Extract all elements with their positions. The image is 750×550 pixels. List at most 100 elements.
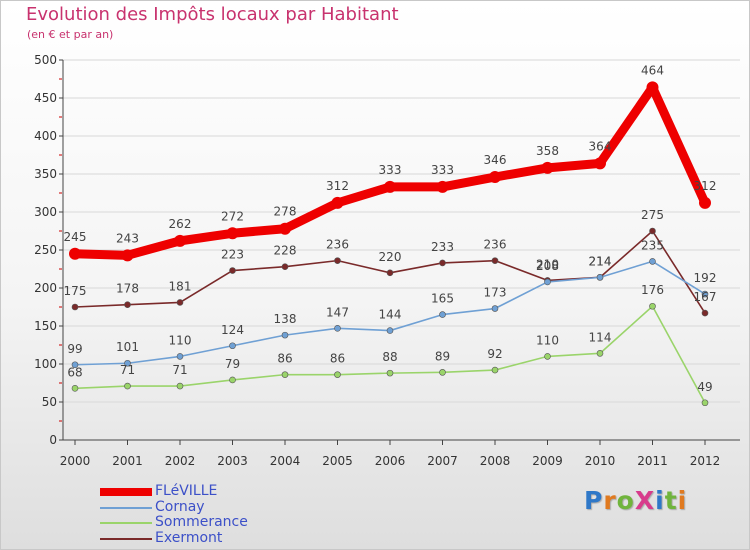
data-point bbox=[281, 263, 289, 271]
data-point bbox=[701, 290, 709, 298]
y-tick-label: 50 bbox=[42, 395, 57, 409]
data-label: 358 bbox=[536, 144, 559, 158]
logo-letter: o bbox=[616, 486, 635, 515]
data-label: 214 bbox=[589, 254, 612, 268]
data-point bbox=[279, 222, 291, 235]
data-point bbox=[176, 382, 184, 390]
data-point bbox=[596, 274, 604, 281]
data-point bbox=[489, 171, 501, 184]
data-label: 464 bbox=[641, 63, 664, 77]
data-label: 71 bbox=[120, 363, 135, 377]
data-label: 165 bbox=[431, 292, 454, 306]
data-label: 178 bbox=[116, 282, 139, 296]
data-label: 175 bbox=[64, 284, 87, 298]
data-label: 49 bbox=[697, 380, 712, 394]
data-point bbox=[701, 309, 709, 317]
legend-swatch bbox=[100, 488, 152, 496]
data-point bbox=[226, 227, 239, 240]
data-point bbox=[439, 369, 446, 376]
data-label: 89 bbox=[435, 349, 450, 363]
data-point bbox=[596, 350, 604, 357]
logo-letter: i bbox=[677, 486, 688, 515]
logo-letter: r bbox=[603, 486, 617, 515]
data-point bbox=[121, 249, 134, 262]
data-point bbox=[124, 301, 131, 309]
data-point bbox=[701, 399, 709, 407]
data-label: 220 bbox=[379, 250, 402, 264]
y-tick-label: 100 bbox=[34, 357, 57, 371]
data-label: 79 bbox=[225, 357, 240, 371]
data-label: 86 bbox=[330, 352, 345, 366]
x-tick-label: 2010 bbox=[585, 454, 616, 468]
x-tick-label: 2001 bbox=[112, 454, 143, 468]
data-label: 233 bbox=[431, 240, 454, 254]
data-point bbox=[174, 234, 186, 247]
data-point bbox=[436, 180, 449, 193]
data-point bbox=[491, 305, 499, 312]
data-label: 278 bbox=[274, 205, 297, 219]
y-tick-label: 150 bbox=[34, 319, 57, 333]
data-label: 364 bbox=[589, 139, 612, 153]
data-label: 173 bbox=[484, 286, 507, 300]
data-label: 333 bbox=[379, 163, 402, 177]
data-point bbox=[386, 269, 394, 277]
data-point bbox=[491, 257, 499, 264]
data-point bbox=[541, 161, 554, 174]
data-label: 86 bbox=[277, 352, 292, 366]
chart-title: Evolution des Impôts locaux par Habitant bbox=[26, 4, 399, 25]
data-label: 236 bbox=[326, 238, 349, 252]
data-point bbox=[649, 302, 656, 310]
data-label: 228 bbox=[274, 244, 297, 258]
data-label: 236 bbox=[484, 238, 507, 252]
chart-subtitle: (en € et par an) bbox=[27, 28, 114, 41]
logo-letter: t bbox=[664, 486, 678, 515]
data-point bbox=[281, 371, 289, 378]
data-point bbox=[646, 81, 659, 94]
data-label: 101 bbox=[116, 340, 139, 354]
data-point bbox=[71, 361, 79, 369]
data-point bbox=[176, 299, 184, 306]
logo-letter: X bbox=[634, 486, 656, 515]
data-label: 223 bbox=[221, 248, 244, 262]
data-point bbox=[439, 311, 446, 318]
y-tick-label: 0 bbox=[49, 433, 57, 447]
x-tick-label: 2006 bbox=[375, 454, 406, 468]
x-tick-label: 2011 bbox=[637, 454, 668, 468]
y-tick-label: 300 bbox=[34, 205, 57, 219]
data-label: 110 bbox=[536, 333, 559, 347]
data-point bbox=[386, 369, 394, 377]
data-label: 138 bbox=[274, 312, 297, 326]
data-point bbox=[176, 353, 184, 360]
data-label: 210 bbox=[536, 257, 559, 271]
logo-letter: P bbox=[584, 486, 604, 515]
proxiti-logo: ProXiti bbox=[584, 486, 687, 515]
x-tick-label: 2012 bbox=[690, 454, 721, 468]
data-point bbox=[544, 278, 551, 286]
data-point bbox=[334, 324, 341, 332]
x-tick-label: 2009 bbox=[532, 454, 563, 468]
data-point bbox=[334, 257, 341, 264]
data-label: 176 bbox=[641, 283, 664, 297]
data-label: 214 bbox=[589, 254, 612, 268]
data-point bbox=[699, 196, 711, 209]
data-label: 92 bbox=[487, 347, 502, 361]
data-label: 147 bbox=[326, 305, 349, 319]
y-tick-label: 450 bbox=[34, 91, 57, 105]
x-tick-label: 2008 bbox=[480, 454, 511, 468]
data-label: 262 bbox=[169, 217, 192, 231]
data-label: 144 bbox=[379, 308, 402, 322]
data-label: 181 bbox=[169, 279, 192, 293]
data-point bbox=[594, 157, 606, 170]
data-label: 167 bbox=[694, 290, 717, 304]
x-tick-label: 2002 bbox=[165, 454, 196, 468]
data-label: 124 bbox=[221, 323, 244, 337]
data-label: 312 bbox=[326, 179, 349, 193]
data-label: 312 bbox=[694, 179, 717, 193]
data-label: 110 bbox=[169, 333, 192, 347]
legend-label: Sommerance bbox=[155, 514, 248, 530]
x-tick-label: 2005 bbox=[322, 454, 353, 468]
legend-swatch bbox=[100, 537, 152, 540]
data-point bbox=[384, 180, 396, 193]
